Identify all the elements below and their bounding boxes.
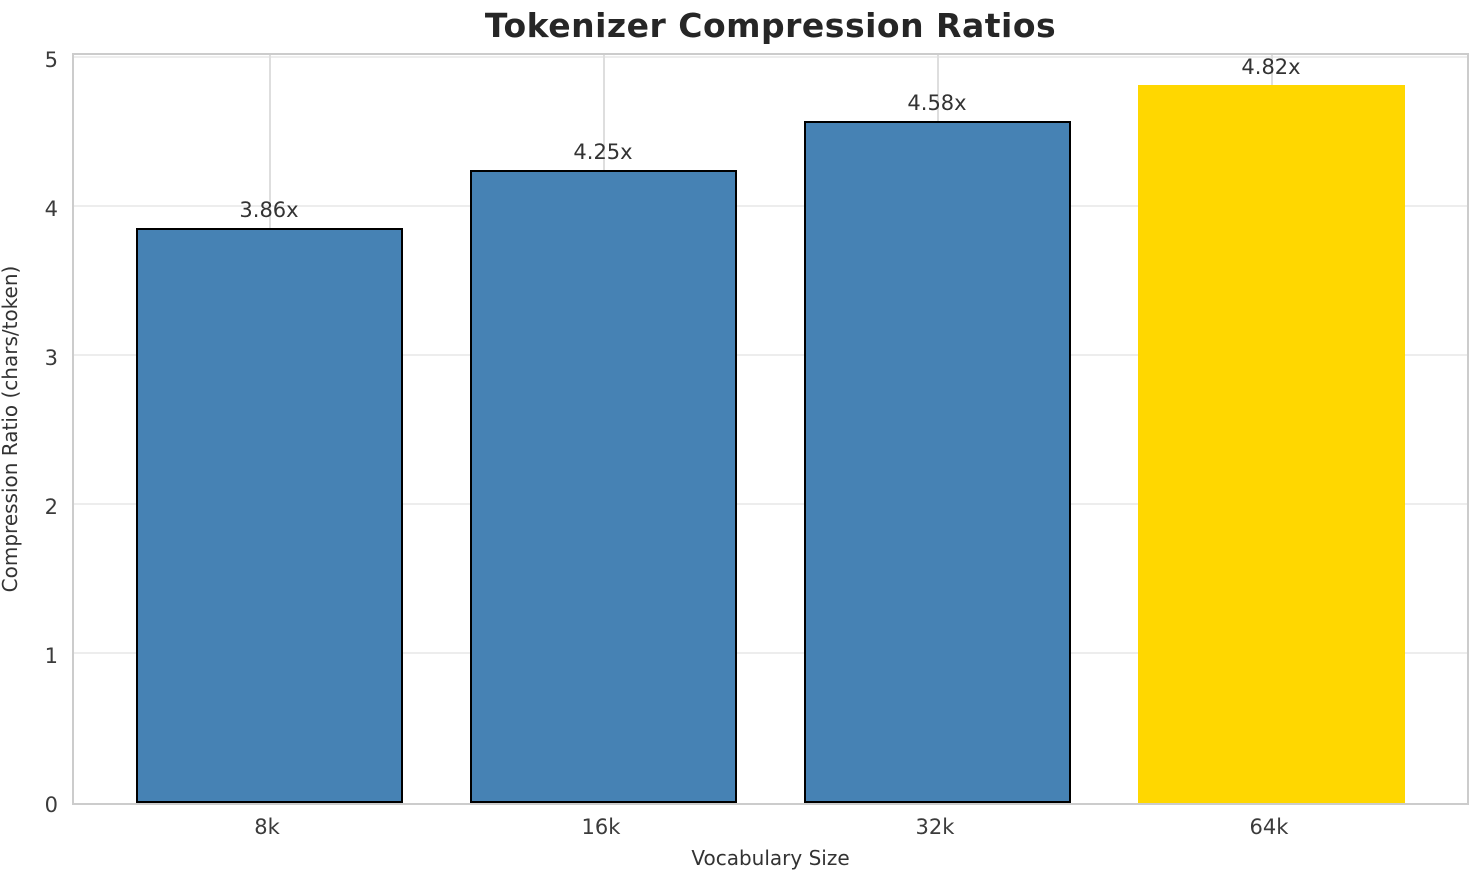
bar-32k [803, 121, 1071, 803]
bar-value-label: 4.58x [907, 91, 967, 115]
h-gridline [74, 503, 1467, 505]
h-gridline [74, 354, 1467, 356]
y-tick-label: 1 [44, 644, 58, 668]
h-gridline [74, 56, 1467, 58]
plot-area: 3.86x 4.25x 4.58x 4.82x [72, 53, 1469, 805]
bar-16k [469, 170, 737, 803]
bar-64k [1137, 85, 1405, 803]
x-tick-label-16k: 16k [581, 815, 621, 839]
y-tick-label: 5 [44, 48, 58, 72]
y-tick-label: 0 [44, 793, 58, 817]
x-tick-label-32k: 32k [915, 815, 955, 839]
chart-title: Tokenizer Compression Ratios [484, 6, 1057, 45]
bar-value-label: 4.25x [573, 140, 633, 164]
y-tick-label: 4 [44, 197, 58, 221]
bar-8k [135, 228, 403, 803]
y-axis-label: Compression Ratio (chars/token) [0, 265, 22, 593]
x-tick-label-8k: 8k [254, 815, 280, 839]
h-gridline [74, 652, 1467, 654]
h-gridline [74, 205, 1467, 207]
x-tick-label-64k: 64k [1249, 815, 1289, 839]
x-axis-label: Vocabulary Size [691, 846, 850, 870]
bar-value-label: 3.86x [239, 198, 299, 222]
y-tick-label: 2 [44, 495, 58, 519]
y-tick-label: 3 [44, 346, 58, 370]
bar-value-label: 4.82x [1241, 55, 1301, 79]
